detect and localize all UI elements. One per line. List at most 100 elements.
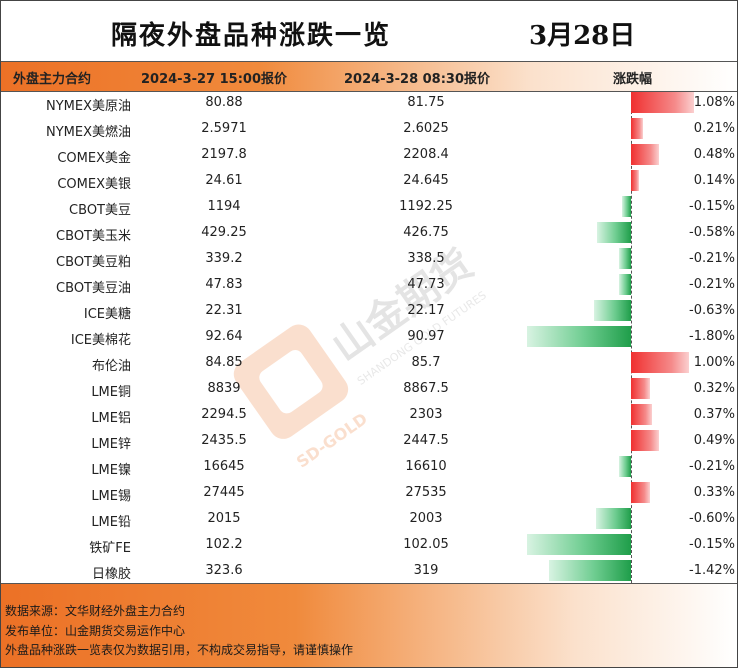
change-pct: -0.60%: [689, 511, 735, 526]
change-bar: [622, 196, 631, 217]
price-2: 22.17: [407, 303, 445, 318]
change-pct: -0.15%: [689, 537, 735, 552]
change-pct: -1.42%: [689, 563, 735, 578]
table-row: LME铅 2015 2003 -0.60%: [1, 506, 737, 532]
contract-name: 布伦油: [91, 359, 131, 374]
change-pct: -0.15%: [689, 199, 735, 214]
change-pct: 0.48%: [693, 147, 735, 162]
change-pct: -0.63%: [689, 303, 735, 318]
price-1: 22.31: [205, 303, 243, 318]
table-row: LME镍 16645 16610 -0.21%: [1, 454, 737, 480]
zero-axis: [631, 91, 632, 583]
change-bar: [526, 534, 631, 555]
price-2: 2208.4: [403, 147, 449, 162]
change-bar: [631, 118, 644, 139]
change-pct: -0.21%: [689, 277, 735, 292]
change-pct: 0.14%: [693, 173, 735, 188]
header-contract: 外盘主力合约: [13, 72, 92, 87]
price-2: 47.73: [407, 277, 445, 292]
price-2: 338.5: [407, 251, 445, 266]
price-2: 2003: [409, 511, 443, 526]
change-bar: [631, 430, 660, 451]
price-1: 24.61: [205, 173, 243, 188]
change-pct: 0.32%: [693, 381, 735, 396]
contract-name: ICE美棉花: [70, 333, 131, 348]
price-1: 339.2: [205, 251, 243, 266]
change-bar: [631, 92, 694, 113]
change-bar: [631, 378, 650, 399]
page-date: 3月28日: [529, 21, 636, 51]
change-pct: 0.33%: [693, 485, 735, 500]
table-row: LME锡 27445 27535 0.33%: [1, 480, 737, 506]
change-bar: [618, 456, 631, 477]
table-row: ICE美糖 22.31 22.17 -0.63%: [1, 298, 737, 324]
price-1: 429.25: [201, 225, 247, 240]
change-bar: [631, 170, 640, 191]
change-pct: -0.58%: [689, 225, 735, 240]
contract-name: COMEX美金: [57, 151, 131, 166]
price-1: 323.6: [205, 563, 243, 578]
contract-name: LME铅: [91, 515, 131, 530]
change-bar: [597, 222, 631, 243]
contract-name: CBOT美豆: [69, 203, 131, 218]
change-bar: [631, 352, 689, 373]
header-price1: 2024-3-27 15:00报价: [141, 72, 288, 87]
price-2: 81.75: [407, 95, 445, 110]
contract-name: LME铜: [91, 385, 131, 400]
table-header: 外盘主力合约 2024-3-27 15:00报价 2024-3-28 08:30…: [1, 61, 737, 92]
change-pct: -0.21%: [689, 251, 735, 266]
price-2: 16610: [405, 459, 447, 474]
header-change: 涨跌幅: [613, 72, 653, 87]
table-row: 布伦油 84.85 85.7 1.00%: [1, 350, 737, 376]
contract-name: LME锡: [91, 489, 131, 504]
price-2: 2.6025: [403, 121, 449, 136]
price-1: 2015: [207, 511, 241, 526]
table-row: CBOT美玉米 429.25 426.75 -0.58%: [1, 220, 737, 246]
price-1: 2435.5: [201, 433, 247, 448]
contract-name: ICE美糖: [83, 307, 131, 322]
price-1: 47.83: [205, 277, 243, 292]
table-row: LME锌 2435.5 2447.5 0.49%: [1, 428, 737, 454]
contract-name: 日橡胶: [91, 567, 131, 582]
change-bar: [631, 482, 651, 503]
contract-name: CBOT美玉米: [56, 229, 131, 244]
price-1: 2197.8: [201, 147, 247, 162]
table-row: CBOT美豆 1194 1192.25 -0.15%: [1, 194, 737, 220]
price-2: 102.05: [403, 537, 449, 552]
change-pct: 1.08%: [693, 95, 735, 110]
title-row: 隔夜外盘品种涨跌一览 3月28日: [1, 1, 737, 61]
price-1: 2.5971: [201, 121, 247, 136]
change-pct: -1.80%: [689, 329, 735, 344]
change-bar: [618, 248, 631, 269]
table-row: COMEX美金 2197.8 2208.4 0.48%: [1, 142, 737, 168]
change-pct: 1.00%: [693, 355, 735, 370]
contract-name: LME镍: [91, 463, 131, 478]
price-2: 2303: [409, 407, 443, 422]
price-1: 8839: [207, 381, 241, 396]
price-2: 426.75: [403, 225, 449, 240]
table-row: 日橡胶 323.6 319 -1.42%: [1, 558, 737, 584]
contract-name: CBOT美豆油: [56, 281, 131, 296]
footer-disclaimer: 外盘品种涨跌一览表仅为数据引用，不构成交易指导，请谨慎操作: [5, 643, 354, 657]
price-2: 27535: [405, 485, 447, 500]
change-bar: [618, 274, 631, 295]
price-1: 80.88: [205, 95, 243, 110]
price-1: 102.2: [205, 537, 243, 552]
contract-name: 铁矿FE: [89, 541, 131, 556]
price-1: 1194: [207, 199, 241, 214]
change-bar: [594, 300, 631, 321]
price-1: 2294.5: [201, 407, 247, 422]
change-pct: 0.37%: [693, 407, 735, 422]
price-2: 8867.5: [403, 381, 449, 396]
price-2: 319: [413, 563, 439, 578]
contract-name: LME铝: [91, 411, 131, 426]
table-row: NYMEX美燃油 2.5971 2.6025 0.21%: [1, 116, 737, 142]
table-row: 铁矿FE 102.2 102.05 -0.15%: [1, 532, 737, 558]
table-row: LME铜 8839 8867.5 0.32%: [1, 376, 737, 402]
price-1: 27445: [203, 485, 245, 500]
price-2: 90.97: [407, 329, 445, 344]
table-row: CBOT美豆油 47.83 47.73 -0.21%: [1, 272, 737, 298]
footer: 数据来源：文华财经外盘主力合约 发布单位：山金期货交易运作中心 外盘品种涨跌一览…: [1, 583, 737, 667]
contract-name: COMEX美银: [57, 177, 131, 192]
